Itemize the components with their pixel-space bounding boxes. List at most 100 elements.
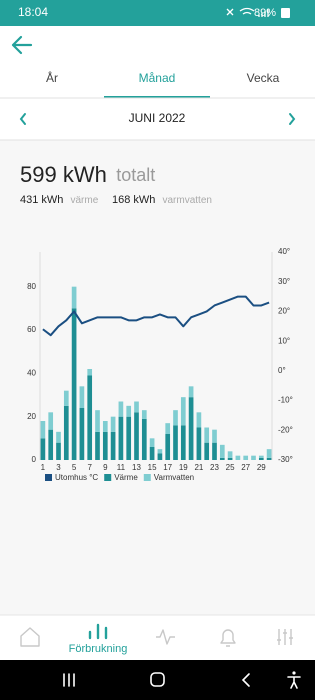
y2-tick-label: 30° bbox=[278, 277, 290, 286]
summary-item: 431 kWh värme bbox=[20, 194, 99, 206]
bar-segment bbox=[204, 427, 210, 443]
bar-segment bbox=[173, 425, 178, 460]
bar-segment bbox=[165, 423, 171, 434]
status-icons bbox=[226, 7, 269, 17]
bar-segment bbox=[227, 451, 233, 458]
bar-segment bbox=[63, 405, 69, 460]
bar-segment bbox=[258, 457, 264, 460]
x-tick-label: 27 bbox=[241, 463, 250, 472]
bar-segment bbox=[48, 429, 54, 460]
bar-segment bbox=[40, 438, 46, 460]
bar-segment bbox=[118, 401, 124, 417]
x-tick-label: 15 bbox=[148, 463, 157, 472]
nav-pulse[interactable] bbox=[156, 629, 175, 645]
x-tick-label: 7 bbox=[87, 463, 92, 472]
item-value: 431 kWh bbox=[20, 194, 63, 206]
month-arrows bbox=[19, 113, 296, 125]
bar-segment bbox=[212, 429, 217, 443]
bar-segment bbox=[134, 401, 139, 413]
nav-label: Förbrukning bbox=[69, 643, 128, 655]
status-time: 18:04 bbox=[18, 5, 48, 19]
bar-segment bbox=[180, 425, 186, 460]
back[interactable] bbox=[241, 673, 250, 687]
legend-label: Varmvatten bbox=[154, 473, 194, 482]
x-tick-label: 29 bbox=[257, 463, 266, 472]
nav-bell[interactable] bbox=[220, 629, 236, 647]
bar-segment bbox=[251, 455, 256, 460]
bar-segment bbox=[196, 412, 202, 428]
x-tick-label: 23 bbox=[210, 463, 219, 472]
next-month[interactable] bbox=[289, 113, 296, 125]
system-nav bbox=[0, 660, 315, 700]
bar-segment bbox=[212, 442, 217, 460]
tab[interactable]: Vecka bbox=[247, 71, 280, 85]
y-tick-label: 60 bbox=[27, 325, 36, 334]
bar-segment bbox=[141, 418, 147, 460]
bar-segment bbox=[157, 453, 163, 460]
legend-label: Utomhus °C bbox=[55, 473, 98, 482]
home[interactable] bbox=[150, 672, 165, 687]
line-series bbox=[42, 295, 270, 337]
bar-segment bbox=[95, 410, 100, 432]
accessibility-head bbox=[292, 671, 296, 675]
x-tick-label: 1 bbox=[41, 463, 46, 472]
accessibility[interactable] bbox=[287, 676, 301, 689]
bar-segment bbox=[110, 431, 116, 460]
bar-segment bbox=[110, 416, 116, 432]
bar-segment bbox=[188, 386, 194, 398]
nav-icons bbox=[20, 627, 293, 647]
bar-segment bbox=[71, 286, 77, 309]
nav-settings[interactable] bbox=[277, 629, 293, 645]
y-tick-label: 80 bbox=[27, 282, 36, 291]
y-tick-label: 0 bbox=[32, 455, 37, 464]
y2-tick-label: -10° bbox=[278, 396, 293, 405]
bar-segment bbox=[149, 438, 155, 447]
x-tick-label: 21 bbox=[194, 463, 203, 472]
summary-item: 168 kWh varmvatten bbox=[112, 194, 212, 206]
bar-segment bbox=[149, 447, 155, 460]
tab[interactable]: Månad bbox=[139, 71, 176, 85]
y2-tick-label: 20° bbox=[278, 307, 290, 316]
battery-icon bbox=[281, 8, 290, 18]
x-tick-label: 5 bbox=[72, 463, 77, 472]
system-buttons bbox=[63, 672, 301, 689]
bar-segment bbox=[56, 431, 61, 443]
recents[interactable] bbox=[63, 673, 75, 687]
tab[interactable]: År bbox=[46, 70, 58, 85]
y2-tick-label: 10° bbox=[278, 336, 290, 345]
bar-segment bbox=[48, 412, 54, 430]
y-tick-label: 40 bbox=[27, 368, 36, 377]
bar-segment bbox=[79, 386, 85, 408]
y2-tick-label: 40° bbox=[278, 247, 290, 256]
bar-segment bbox=[204, 442, 210, 460]
bar-segment bbox=[243, 455, 249, 460]
bar-segment bbox=[87, 375, 93, 460]
legend-label: Värme bbox=[114, 473, 138, 482]
nav-consumption[interactable] bbox=[88, 623, 108, 640]
total-label: totalt bbox=[116, 165, 155, 185]
x-tick-label: 11 bbox=[117, 463, 126, 472]
legend-swatch bbox=[104, 474, 112, 481]
item-label: varmvatten bbox=[162, 195, 211, 206]
bar-segment bbox=[188, 397, 194, 460]
bar-segment bbox=[157, 449, 163, 454]
bar-segment bbox=[134, 412, 139, 460]
bar-segment bbox=[180, 397, 186, 426]
bar-segment bbox=[266, 457, 272, 460]
bar-segment bbox=[227, 457, 233, 460]
content-bg bbox=[0, 140, 315, 615]
legend-swatch bbox=[45, 474, 52, 481]
bar-segment bbox=[40, 421, 46, 439]
x-tick-label: 25 bbox=[226, 463, 235, 472]
bar-segment bbox=[165, 434, 171, 460]
bar-segment bbox=[71, 308, 77, 460]
back-button[interactable] bbox=[11, 35, 33, 55]
bar-segment bbox=[95, 431, 100, 460]
nav-home[interactable] bbox=[20, 627, 40, 647]
y2-tick-label: -20° bbox=[278, 425, 293, 434]
bar-segment bbox=[79, 408, 85, 460]
y2-tick-label: -30° bbox=[278, 455, 293, 464]
bar-segment bbox=[235, 455, 241, 460]
prev-month[interactable] bbox=[19, 113, 26, 125]
